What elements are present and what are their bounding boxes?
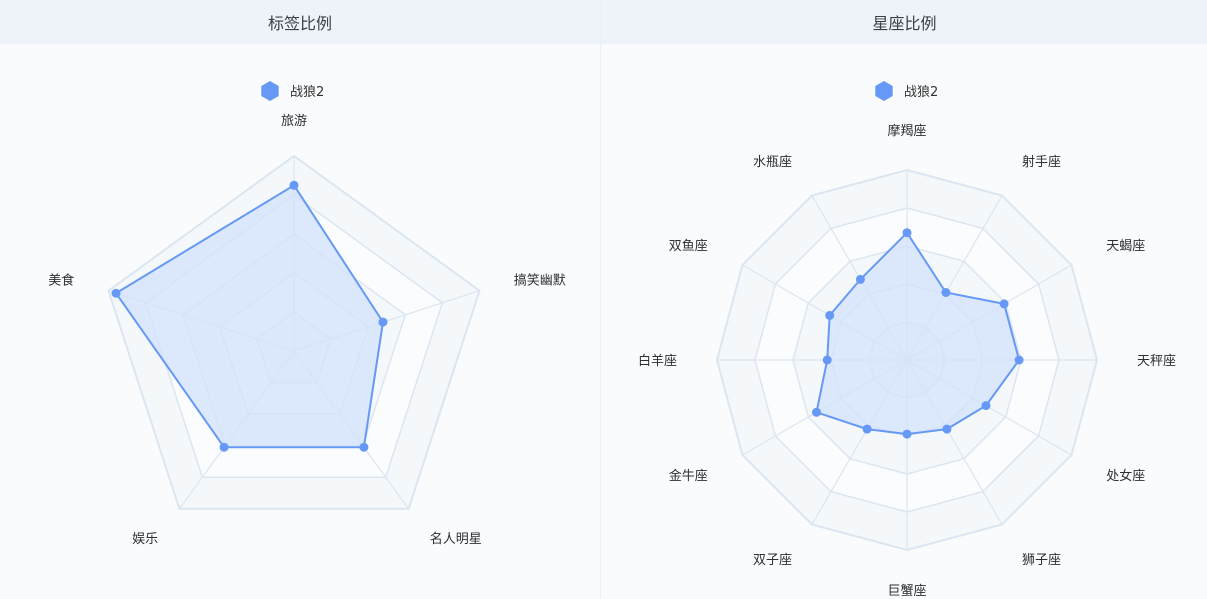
radar-axis-label: 天秤座 [1137,354,1176,369]
series-area [114,183,385,449]
tag-radar-chart-area: 战狼2 旅游搞笑幽默名人明星 娱乐 美食 [0,44,600,599]
series-point[interactable] [219,442,229,452]
series-point[interactable] [825,310,835,320]
radar-axis-label: 水瓶座 [753,155,792,170]
legend-hexagon-icon [875,81,893,101]
series-point[interactable] [812,407,821,417]
radar-axis-label: 白羊座 [638,353,677,369]
zodiac-ratio-panel: 星座比例 战狼2 摩羯座射手座天蝎座天秤座处女座狮子座巨蟹座 双子座 金牛座 白羊座 双鱼… [600,0,1207,599]
series-point[interactable] [981,401,991,411]
radar-axis-label: 名人明星 [430,531,482,547]
radar-axis-label: 双子座 [753,553,792,568]
radar-axis-label: 搞笑幽默 [514,273,566,289]
series-point[interactable] [359,442,369,452]
legend[interactable]: 战狼2 [875,81,938,101]
series-point[interactable] [1014,355,1024,365]
series-point[interactable] [902,228,912,238]
legend-label: 战狼2 [290,85,324,100]
radar-axis-label: 旅游 [281,114,307,129]
series-point[interactable] [289,180,299,190]
series-point[interactable] [378,317,388,327]
radar-axis-label: 天蝎座 [1106,239,1145,254]
series-point[interactable] [941,288,951,297]
legend-hexagon-icon [261,81,279,101]
zodiac-radar-chart-area: 战狼2 摩羯座射手座天蝎座天秤座处女座狮子座巨蟹座 双子座 金牛座 白羊座 双鱼座 水瓶座 [601,44,1207,599]
radar-axis-label: 射手座 [1022,154,1061,170]
radar-axis-label: 美食 [48,273,74,289]
series-point[interactable] [111,288,121,298]
series-point[interactable] [942,424,952,434]
series-point[interactable] [862,424,872,434]
series-point[interactable] [902,429,912,439]
legend-label: 战狼2 [904,85,938,100]
series-point[interactable] [822,355,832,365]
panel-title: 星座比例 [601,0,1207,44]
series-point[interactable] [855,274,865,284]
radar-axis-label: 娱乐 [132,532,158,547]
legend[interactable]: 战狼2 [261,81,324,101]
radar-axis-label: 处女座 [1106,468,1145,484]
radar-axis-label: 金牛座 [669,468,708,484]
tag-ratio-panel: 标签比例 战狼2 旅游搞笑幽默名人明星 娱乐 美食 [0,0,600,599]
radar-axis-label: 双鱼座 [669,238,708,254]
series-point[interactable] [999,299,1009,309]
radar-axis-label: 巨蟹座 [887,584,926,599]
radar-axis-label: 狮子座 [1022,553,1061,568]
radar-axis-label: 摩羯座 [887,123,926,139]
panel-title: 标签比例 [0,0,600,44]
